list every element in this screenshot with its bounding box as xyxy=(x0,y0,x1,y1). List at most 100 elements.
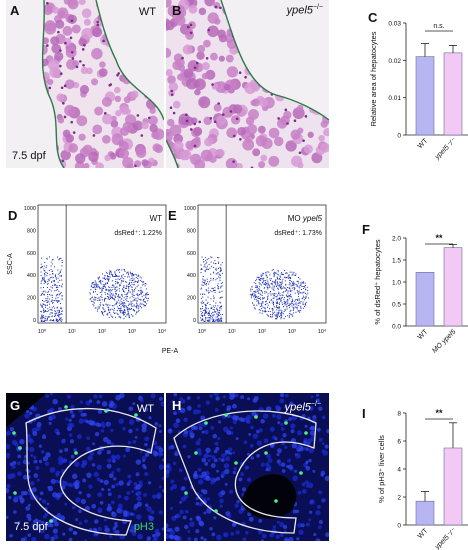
dapi-nucleus xyxy=(12,460,17,465)
facs-event xyxy=(51,263,53,265)
facs-event xyxy=(55,299,57,301)
dapi-nucleus xyxy=(84,539,88,541)
hepatocyte-cell xyxy=(185,140,195,150)
facs-event xyxy=(266,313,268,315)
dapi-nucleus xyxy=(6,487,10,494)
dapi-nucleus xyxy=(316,505,321,509)
dapi-nucleus xyxy=(173,393,178,397)
facs-event xyxy=(259,289,261,291)
facs-event xyxy=(107,282,109,284)
facs-event xyxy=(274,318,276,320)
facs-event xyxy=(136,293,138,295)
facs-event xyxy=(282,294,284,296)
facs-event xyxy=(201,284,203,286)
facs-event xyxy=(46,304,48,306)
dapi-nucleus xyxy=(226,430,232,435)
facs-event xyxy=(207,313,209,315)
facs-event xyxy=(127,271,129,273)
facs-event xyxy=(141,296,143,298)
facs-event xyxy=(122,302,124,304)
facs-event xyxy=(138,306,140,308)
facs-event xyxy=(133,304,135,306)
facs-event xyxy=(212,288,214,290)
facs-event xyxy=(276,307,278,309)
facs-event xyxy=(205,308,207,310)
dapi-nucleus xyxy=(315,393,320,397)
facs-event xyxy=(40,274,42,276)
facs-event xyxy=(289,307,291,309)
dapi-nucleus xyxy=(64,447,69,452)
facs-event xyxy=(130,300,132,302)
facs-event xyxy=(218,319,220,321)
facs-event xyxy=(218,312,220,314)
facs-event xyxy=(145,294,147,296)
dapi-nucleus xyxy=(84,519,88,524)
facs-event xyxy=(40,294,42,296)
facs-event xyxy=(219,266,221,268)
nucleus-dot xyxy=(195,61,199,65)
dapi-nucleus xyxy=(280,462,286,467)
facs-event xyxy=(292,283,294,285)
dapi-nucleus xyxy=(152,494,157,499)
facs-event xyxy=(270,299,272,301)
facs-event xyxy=(131,272,133,274)
hepatocyte-cell xyxy=(91,47,103,60)
facs-event xyxy=(136,302,138,304)
facs-event xyxy=(280,288,282,290)
facs-event xyxy=(218,312,220,314)
facs-event xyxy=(122,274,124,276)
facs-event xyxy=(44,280,46,282)
facs-event xyxy=(285,294,287,296)
facs-event xyxy=(94,284,96,286)
ph3-positive-cell xyxy=(264,451,268,455)
facs-event xyxy=(58,313,60,315)
facs-event xyxy=(41,278,43,280)
facs-event xyxy=(288,296,290,298)
facs-event xyxy=(41,320,43,322)
facs-event xyxy=(287,298,289,300)
facs-event xyxy=(91,297,93,299)
facs-event xyxy=(289,305,291,307)
facs-event xyxy=(302,282,304,284)
dapi-nucleus xyxy=(130,524,137,531)
facs-event xyxy=(276,285,278,287)
facs-event xyxy=(212,320,214,322)
hepatocyte-cell xyxy=(51,6,60,14)
facs-event xyxy=(214,305,216,307)
facs-event xyxy=(297,290,299,292)
facs-event xyxy=(58,311,60,313)
dapi-nucleus xyxy=(247,512,251,517)
dapi-nucleus xyxy=(88,420,94,426)
facs-event xyxy=(59,303,61,305)
facs-event xyxy=(280,318,282,320)
facs-event xyxy=(57,273,59,275)
facs-event xyxy=(110,308,112,310)
dapi-nucleus xyxy=(36,478,40,482)
facs-event xyxy=(201,313,203,315)
facs-event xyxy=(42,320,44,322)
facs-event xyxy=(215,273,217,275)
facs-event xyxy=(97,284,99,286)
liver-boundary-line xyxy=(41,0,65,168)
hepatocyte-cell xyxy=(63,38,72,46)
facs-event xyxy=(263,273,265,275)
facs-x-tick-label: 10² xyxy=(98,329,106,335)
facs-event xyxy=(210,316,212,318)
facs-event xyxy=(289,277,291,279)
facs-event xyxy=(290,290,292,292)
facs-event xyxy=(216,320,218,322)
facs-event xyxy=(58,285,60,287)
nucleus-dot xyxy=(239,138,242,141)
facs-event xyxy=(92,301,94,303)
facs-event xyxy=(143,283,145,285)
facs-event xyxy=(57,300,59,302)
dapi-nucleus xyxy=(44,461,50,466)
nucleus-dot xyxy=(102,39,105,43)
panel-letter-a: A xyxy=(10,3,20,18)
facs-event xyxy=(215,302,217,304)
dapi-nucleus xyxy=(70,454,75,459)
facs-event xyxy=(50,269,52,271)
dapi-nucleus xyxy=(17,461,21,466)
facs-event xyxy=(276,273,278,275)
facs-event xyxy=(267,310,269,312)
